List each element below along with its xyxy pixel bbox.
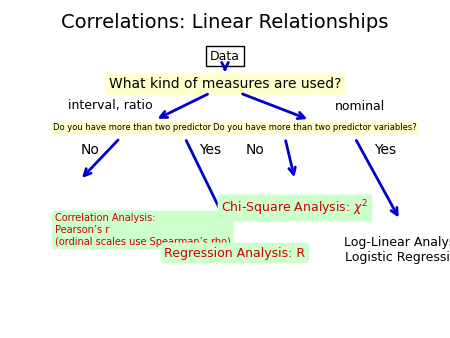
- Text: Correlation Analysis:
Pearson’s r
(ordinal scales use Spearman’s rho): Correlation Analysis: Pearson’s r (ordin…: [55, 213, 231, 247]
- Text: nominal: nominal: [335, 99, 385, 113]
- Text: No: No: [246, 143, 265, 157]
- Text: Correlations: Linear Relationships: Correlations: Linear Relationships: [61, 14, 389, 32]
- Text: Yes: Yes: [374, 143, 396, 157]
- Text: What kind of measures are used?: What kind of measures are used?: [109, 77, 341, 91]
- Text: No: No: [81, 143, 99, 157]
- Text: Data: Data: [210, 49, 240, 63]
- Text: Yes: Yes: [199, 143, 221, 157]
- Text: Regression Analysis: R: Regression Analysis: R: [164, 246, 306, 260]
- Text: Do you have more than two predictor variables?: Do you have more than two predictor vari…: [213, 123, 417, 132]
- Text: Log-Linear Analysis
Logistic Regression: Log-Linear Analysis Logistic Regression: [344, 236, 450, 264]
- Text: Do you have more than two predictor variables?: Do you have more than two predictor vari…: [53, 123, 257, 132]
- Text: Chi-Square Analysis: $\chi^2$: Chi-Square Analysis: $\chi^2$: [221, 198, 369, 218]
- Text: interval, ratio: interval, ratio: [68, 99, 152, 113]
